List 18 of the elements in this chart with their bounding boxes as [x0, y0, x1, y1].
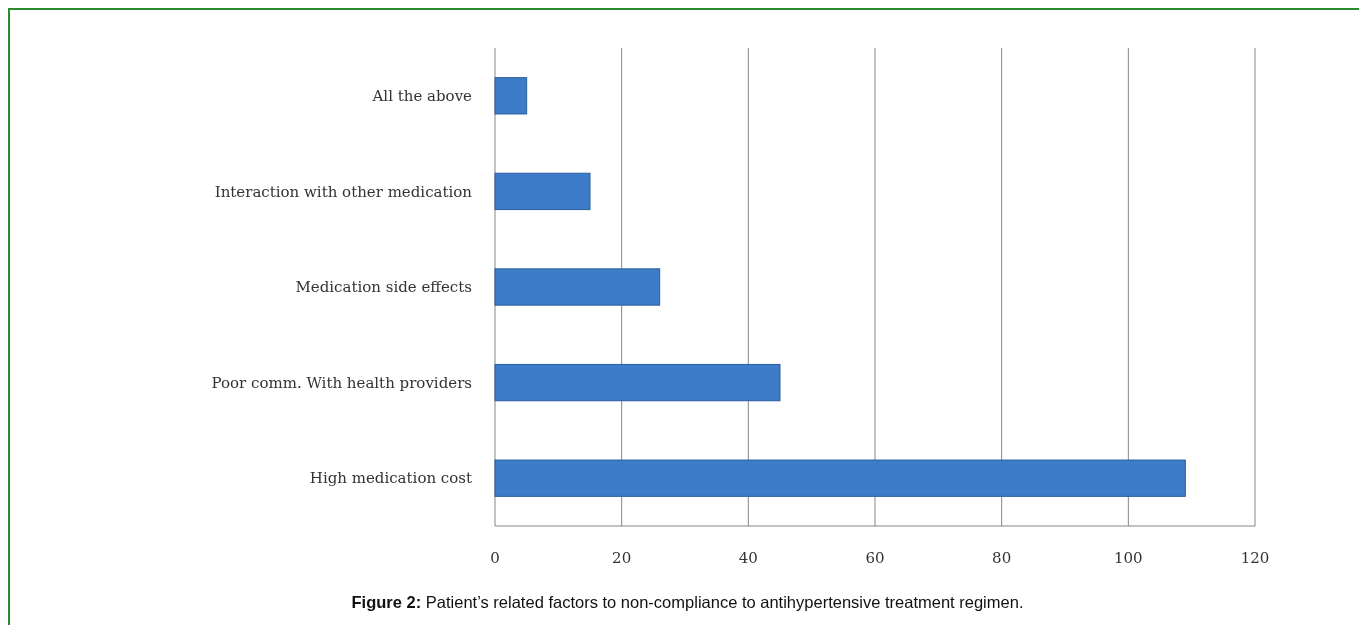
x-tick-label: 20: [612, 549, 632, 567]
text: Figure 2: Patient’s related factors to non-compliance to antihypertensive treatment regimen.: [351, 593, 1024, 611]
bar: [494, 77, 528, 115]
y-tick-label: Interaction with other medication: [214, 182, 473, 201]
x-tick-label: 120: [1240, 549, 1270, 567]
y-tick-label: Poor comm. With health providers: [211, 373, 472, 392]
bar: [494, 459, 1186, 497]
x-tick-label: 80: [992, 549, 1012, 567]
x-tick-label: 100: [1114, 549, 1143, 567]
y-tick-label: High medication cost: [309, 469, 472, 488]
y-tick-label: All the above: [371, 87, 473, 106]
bar: [494, 268, 661, 306]
x-tick-label: 40: [738, 549, 758, 567]
y-tick-label: Medication side effects: [295, 278, 472, 297]
bar: [494, 172, 591, 211]
x-tick-label: 60: [865, 549, 885, 567]
x-tick-label: 0: [490, 549, 500, 567]
bar: [494, 363, 781, 402]
